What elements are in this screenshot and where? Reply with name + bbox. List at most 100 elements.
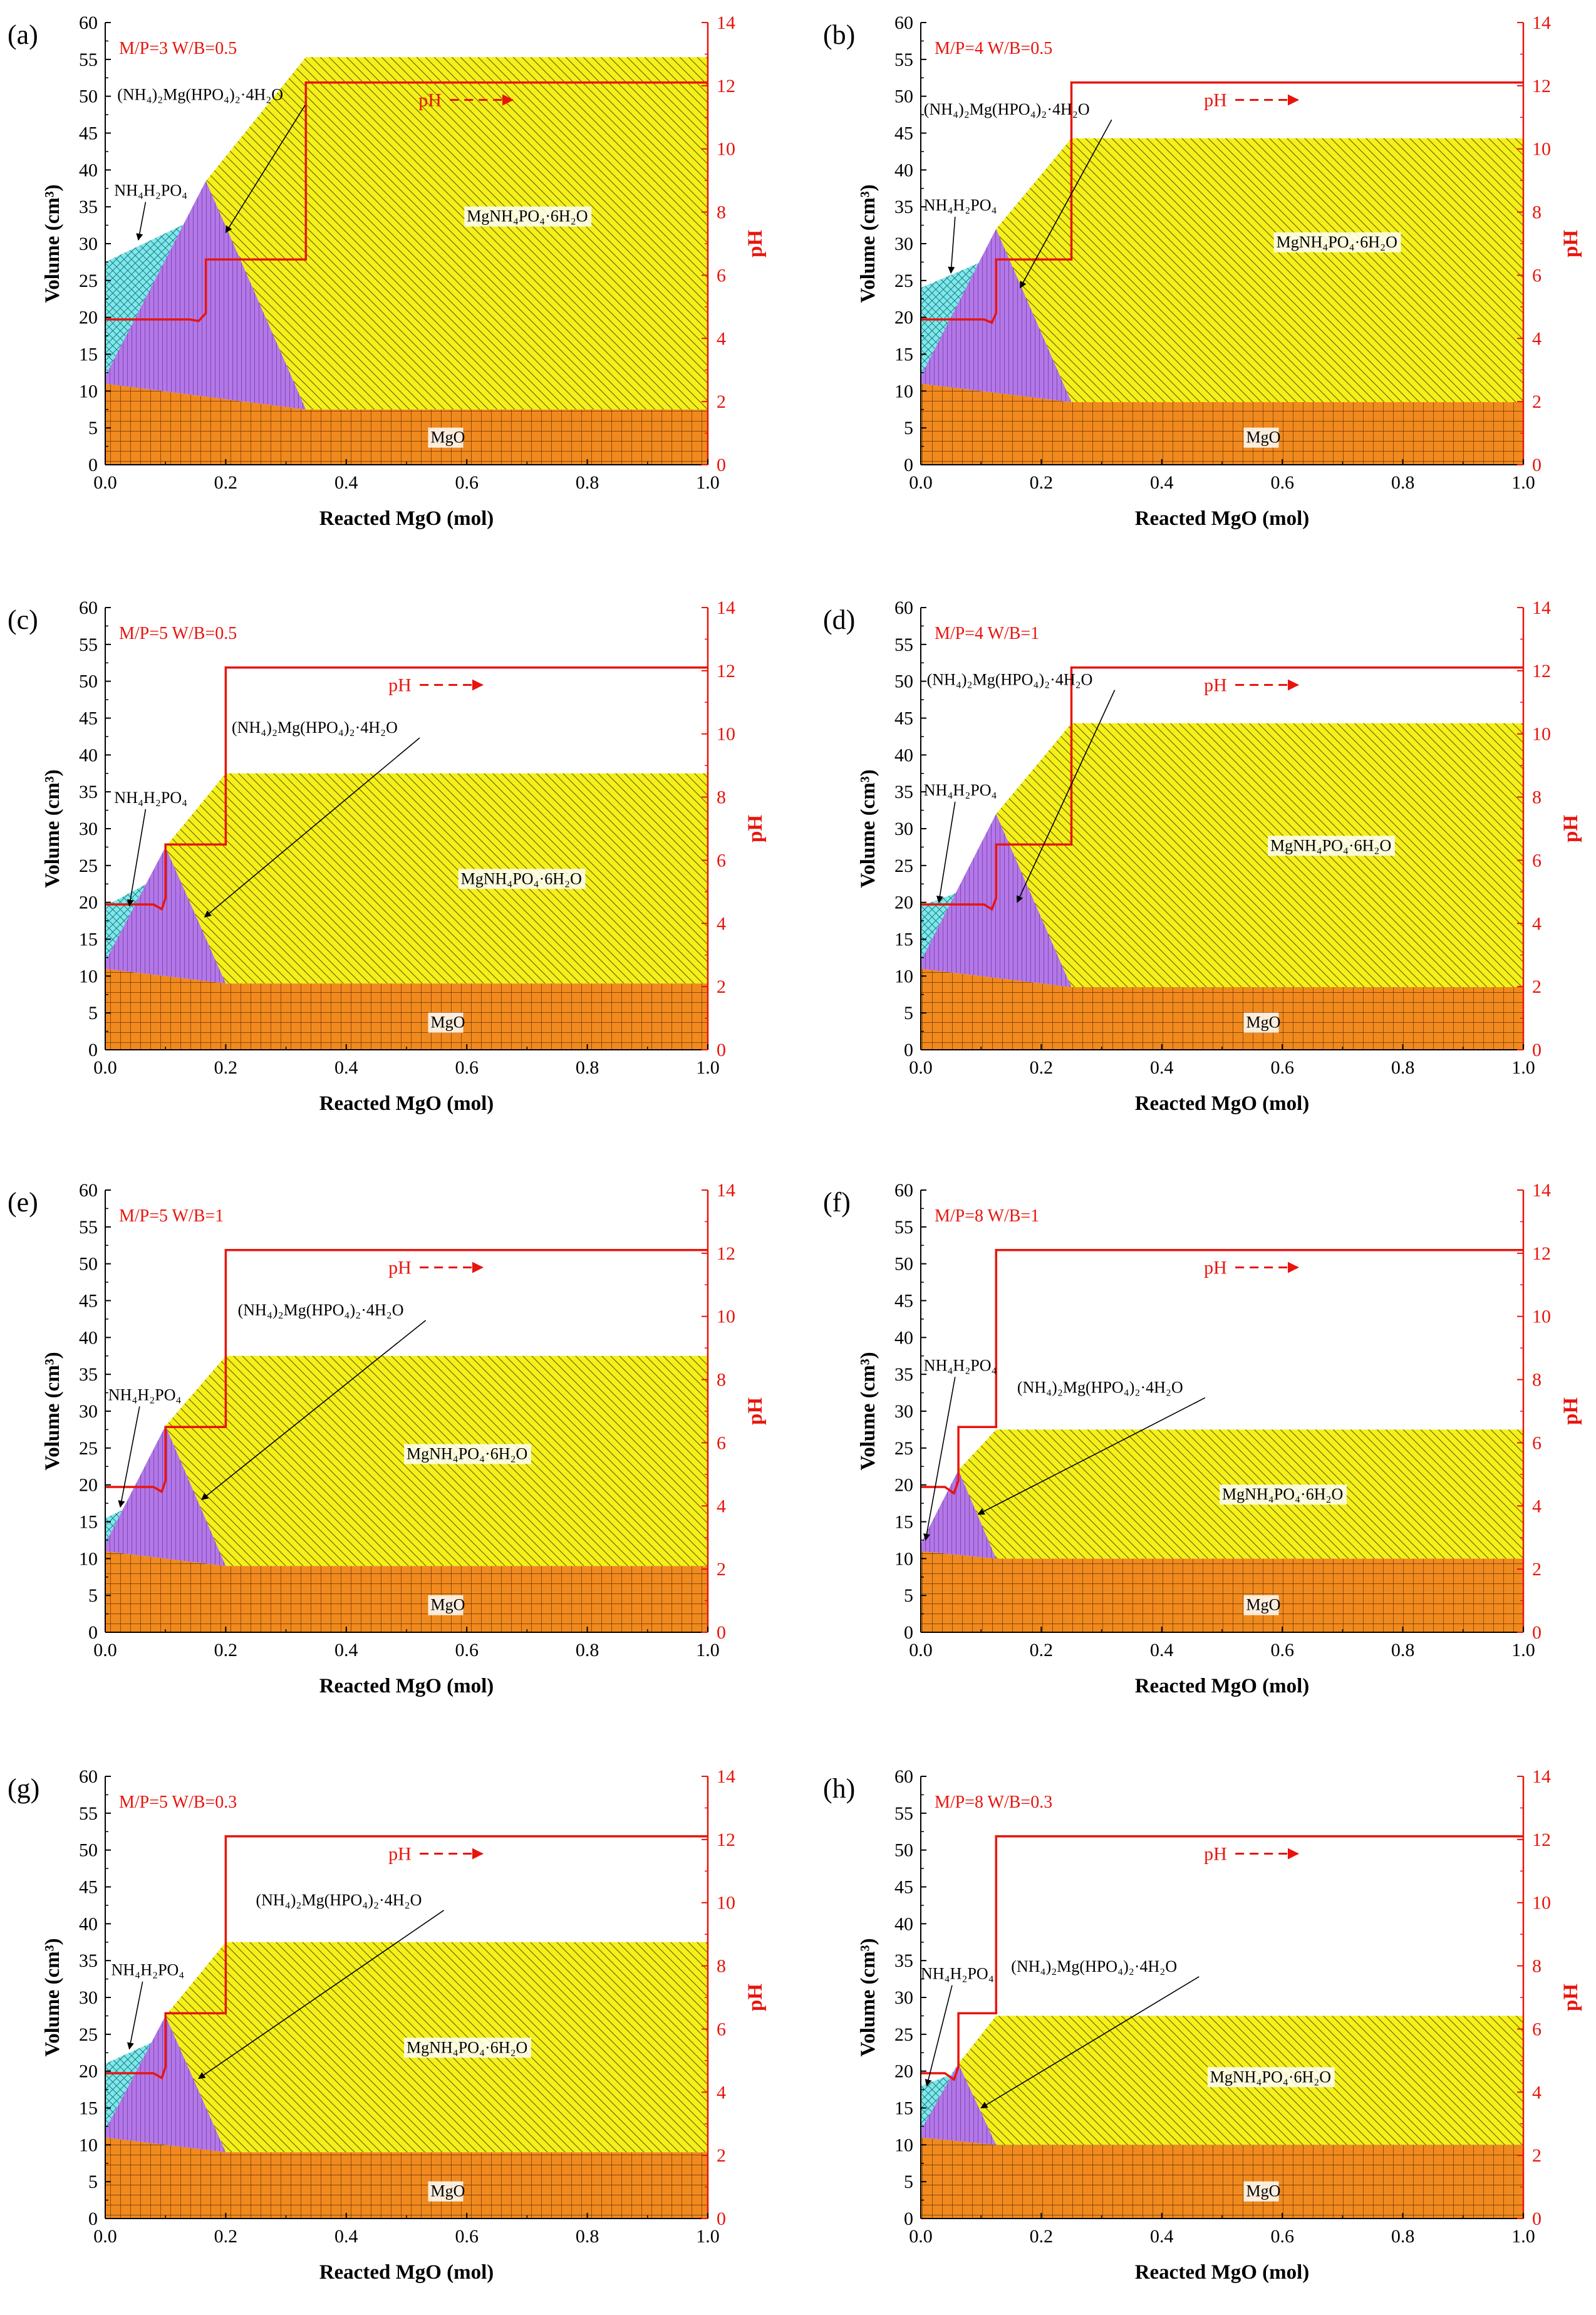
y-tick-label: 30 — [894, 1987, 913, 2008]
x-tick-label: 0.2 — [1030, 2226, 1054, 2247]
ph-legend-label: pH — [1204, 1258, 1227, 1278]
ph-line — [921, 81, 1523, 324]
adp-arrow — [136, 202, 147, 241]
y2-tick-label: 10 — [1532, 1307, 1551, 1327]
y2-tick-label: 14 — [1532, 13, 1551, 33]
x-tick-label: 0.8 — [1391, 472, 1415, 493]
y2-tick-label: 4 — [1532, 913, 1542, 934]
y-tick-label: 60 — [894, 1180, 913, 1201]
x-tick-label: 0.2 — [214, 472, 238, 493]
condition-label: M/P=4 W/B=0.5 — [935, 39, 1052, 58]
dittmarite-arrow — [980, 1976, 1200, 2109]
y-tick-label: 15 — [79, 930, 98, 950]
x-tick-label: 0.8 — [1391, 1640, 1415, 1660]
ph-line — [105, 81, 708, 323]
y2-axis-title: pH — [1560, 1984, 1582, 2011]
y2-tick-label: 6 — [717, 2019, 726, 2039]
y-tick-label: 10 — [894, 2135, 913, 2155]
y-tick-label: 45 — [894, 1291, 913, 1312]
struvite-label: MgNH₄PO₄·6H₂O — [407, 2038, 527, 2056]
y2-tick-label: 2 — [1532, 391, 1542, 412]
x-tick-label: 0.2 — [1030, 1057, 1054, 1078]
y-tick-label: 15 — [894, 344, 913, 365]
x-tick-label: 0.8 — [1391, 2226, 1415, 2247]
y-tick-label: 35 — [79, 782, 98, 802]
y-tick-label: 45 — [79, 1877, 98, 1898]
adp-label: NH₄H₂PO₄ — [108, 1385, 182, 1404]
panel-label: (g) — [8, 1773, 39, 1804]
x-tick-label: 0.4 — [334, 472, 358, 493]
y-tick-label: 5 — [88, 1585, 98, 1606]
struvite-label-bg — [404, 2038, 531, 2058]
y2-tick-label: 0 — [1532, 2209, 1542, 2229]
y-axis-title: Volume (cm³) — [41, 769, 64, 888]
y-tick-label: 10 — [79, 966, 98, 987]
mgo-area — [105, 383, 708, 465]
y-tick-label: 15 — [79, 344, 98, 365]
mgo-label-bg — [428, 2181, 464, 2202]
y2-tick-label: 0 — [717, 2209, 726, 2229]
y2-tick-label: 12 — [1532, 1830, 1551, 1850]
y-tick-label: 60 — [79, 1766, 98, 1787]
y-tick-label: 30 — [894, 819, 913, 839]
dittmarite-area — [921, 1470, 997, 1559]
struvite-label-bg — [1220, 1484, 1347, 1505]
y-axis-title: Volume (cm³) — [41, 184, 64, 303]
y-tick-label: 20 — [894, 1475, 913, 1496]
x-tick-label: 0.6 — [1270, 2226, 1294, 2247]
ph-legend-label: pH — [418, 90, 442, 111]
x-tick-label: 0.6 — [1270, 1640, 1294, 1660]
x-tick-label: 1.0 — [1511, 472, 1535, 493]
y-tick-label: 40 — [894, 160, 913, 180]
panel-label: (f) — [823, 1187, 851, 1218]
y2-tick-label: 4 — [717, 328, 726, 349]
y2-tick-label: 14 — [717, 1766, 735, 1787]
y-tick-label: 55 — [79, 634, 98, 655]
y-axis-title: Volume (cm³) — [857, 184, 879, 303]
y2-tick-label: 12 — [1532, 1243, 1551, 1264]
y-tick-label: 5 — [904, 2172, 913, 2192]
y-tick-label: 25 — [79, 271, 98, 291]
x-tick-label: 0.2 — [214, 2226, 238, 2247]
x-tick-label: 0.6 — [1270, 1057, 1294, 1078]
y-tick-label: 50 — [894, 671, 913, 692]
y-tick-label: 50 — [894, 86, 913, 107]
struvite-area — [996, 138, 1523, 402]
condition-label: M/P=8 W/B=0.3 — [935, 1793, 1052, 1812]
y2-tick-label: 12 — [717, 661, 735, 681]
y-tick-label: 45 — [79, 1291, 98, 1312]
y-tick-label: 30 — [894, 1401, 913, 1422]
y-tick-label: 20 — [79, 308, 98, 328]
y-tick-label: 25 — [894, 1438, 913, 1459]
y-axis-title: Volume (cm³) — [41, 1352, 64, 1470]
condition-label: M/P=5 W/B=0.3 — [119, 1793, 237, 1812]
ph-legend-label: pH — [388, 1258, 412, 1278]
y-tick-label: 30 — [894, 234, 913, 254]
y2-tick-label: 14 — [717, 1180, 735, 1201]
y2-tick-label: 8 — [717, 202, 726, 223]
y-tick-label: 5 — [904, 418, 913, 438]
panel-label: (c) — [8, 604, 38, 635]
mgo-label: MgO — [430, 1013, 465, 1032]
panel-label: (a) — [8, 19, 38, 50]
y2-tick-label: 4 — [1532, 1496, 1542, 1516]
struvite-label: MgNH₄PO₄·6H₂O — [1277, 233, 1397, 251]
ph-line — [921, 1835, 1523, 2081]
dittmarite-label: (NH₄)₂Mg(HPO₄)₂·4H₂O — [117, 86, 283, 104]
x-tick-label: 0.6 — [1270, 472, 1294, 493]
y-axis-title: Volume (cm³) — [857, 1352, 879, 1470]
y-tick-label: 0 — [88, 455, 98, 475]
y2-tick-label: 2 — [717, 976, 726, 997]
adp-label: NH₄H₂PO₄ — [924, 196, 997, 214]
dittmarite-arrow — [201, 1320, 427, 1500]
y-tick-label: 55 — [79, 49, 98, 70]
y-tick-label: 10 — [79, 381, 98, 401]
struvite-label: MgNH₄PO₄·6H₂O — [1270, 836, 1391, 854]
x-axis-title: Reacted MgO (mol) — [319, 507, 494, 530]
y2-tick-label: 4 — [1532, 328, 1542, 349]
dittmarite-label: (NH₄)₂Mg(HPO₄)₂·4H₂O — [256, 1891, 422, 1909]
y-tick-label: 20 — [79, 2061, 98, 2082]
x-tick-label: 0.4 — [1150, 1640, 1174, 1660]
